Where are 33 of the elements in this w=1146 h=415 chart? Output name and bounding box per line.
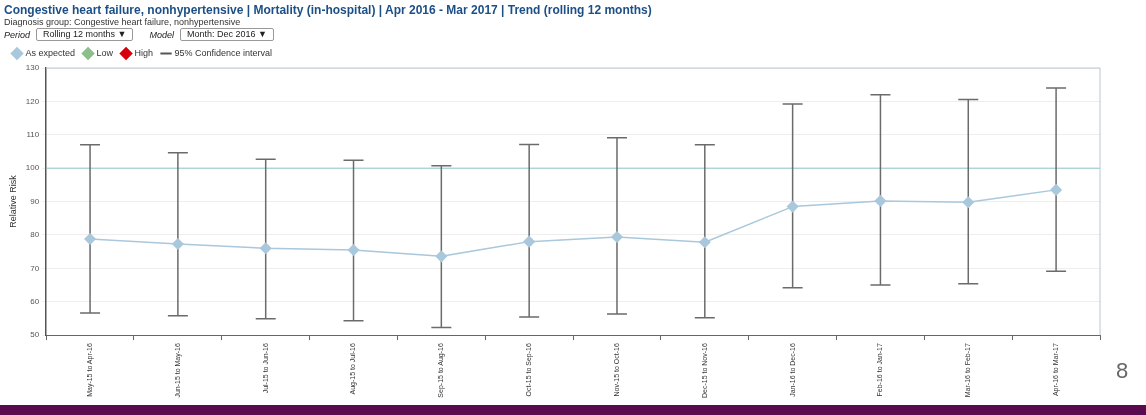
point — [259, 242, 272, 255]
y-tick-label: 130 — [25, 63, 40, 73]
point — [172, 238, 184, 250]
legend-label: Low — [96, 47, 114, 58]
point — [786, 200, 799, 213]
point — [699, 236, 711, 249]
y-axis-title: Relative Risk — [7, 174, 18, 228]
text: Model — [149, 29, 174, 40]
chart-subtitle: Diagnosis group: Congestive heart failure, nonhypertensive — [4, 17, 241, 27]
y-tick-label: 80 — [30, 230, 40, 240]
point — [435, 250, 448, 263]
point — [874, 195, 887, 207]
y-tick-label: 60 — [30, 296, 40, 306]
y-tick-label: 50 — [30, 330, 40, 340]
point — [523, 235, 535, 248]
chart-title: Congestive heart failure, nonhypertensive | Mortality (in-hospital) | Apr 2016 - Mar 2017 | Trend (rolling 12 months) — [4, 3, 652, 17]
legend-label: High — [134, 47, 154, 58]
dropdown: Rolling 12 months ▼ — [36, 28, 134, 41]
text: Period — [4, 29, 31, 40]
point — [1050, 184, 1062, 196]
point — [84, 233, 96, 245]
y-tick-label: 100 — [25, 163, 40, 173]
y-tick-label: 70 — [30, 263, 40, 273]
y-tick-label: 90 — [30, 196, 40, 206]
point — [347, 244, 360, 256]
point — [962, 196, 975, 208]
text: 8 — [1116, 358, 1129, 384]
y-tick-label: 120 — [25, 96, 40, 106]
y-tick-label: 110 — [26, 129, 40, 139]
legend-label: As expected — [25, 47, 76, 58]
text: 95% Confidence interval — [174, 47, 273, 58]
point — [611, 231, 623, 243]
dropdown: Month: Dec 2016 ▼ — [180, 28, 274, 41]
